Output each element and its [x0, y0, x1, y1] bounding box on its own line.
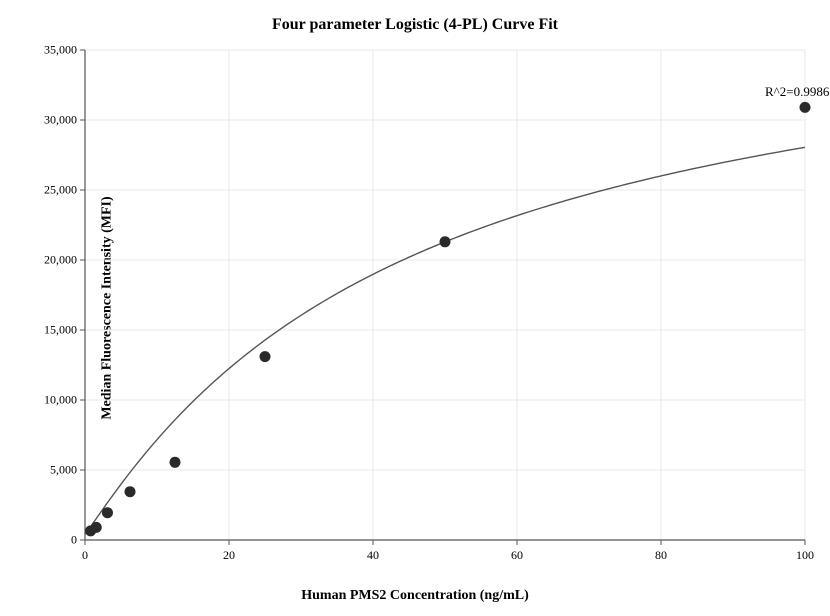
x-tick-label: 40	[367, 548, 379, 563]
y-tick-label: 35,000	[22, 43, 77, 58]
x-tick-label: 20	[223, 548, 235, 563]
y-tick-label: 10,000	[22, 393, 77, 408]
fit-curve	[85, 147, 805, 534]
y-tick-label: 30,000	[22, 113, 77, 128]
data-point	[91, 522, 102, 533]
x-tick-label: 0	[82, 548, 88, 563]
x-tick-label: 80	[655, 548, 667, 563]
y-tick-label: 5,000	[22, 463, 77, 478]
x-tick-label: 60	[511, 548, 523, 563]
plot-svg	[85, 50, 805, 540]
data-point	[170, 457, 181, 468]
data-point	[260, 351, 271, 362]
y-tick-label: 15,000	[22, 323, 77, 338]
y-tick-label: 0	[22, 533, 77, 548]
data-point	[800, 102, 811, 113]
r-squared-annotation: R^2=0.9986	[765, 84, 829, 100]
x-tick-label: 100	[796, 548, 814, 563]
data-point	[125, 486, 136, 497]
y-tick-label: 25,000	[22, 183, 77, 198]
chart-container: Four parameter Logistic (4-PL) Curve Fit…	[0, 0, 830, 616]
chart-title: Four parameter Logistic (4-PL) Curve Fit	[0, 16, 830, 34]
x-axis-label: Human PMS2 Concentration (ng/mL)	[0, 588, 830, 604]
y-tick-label: 20,000	[22, 253, 77, 268]
data-point	[102, 507, 113, 518]
data-point	[440, 236, 451, 247]
